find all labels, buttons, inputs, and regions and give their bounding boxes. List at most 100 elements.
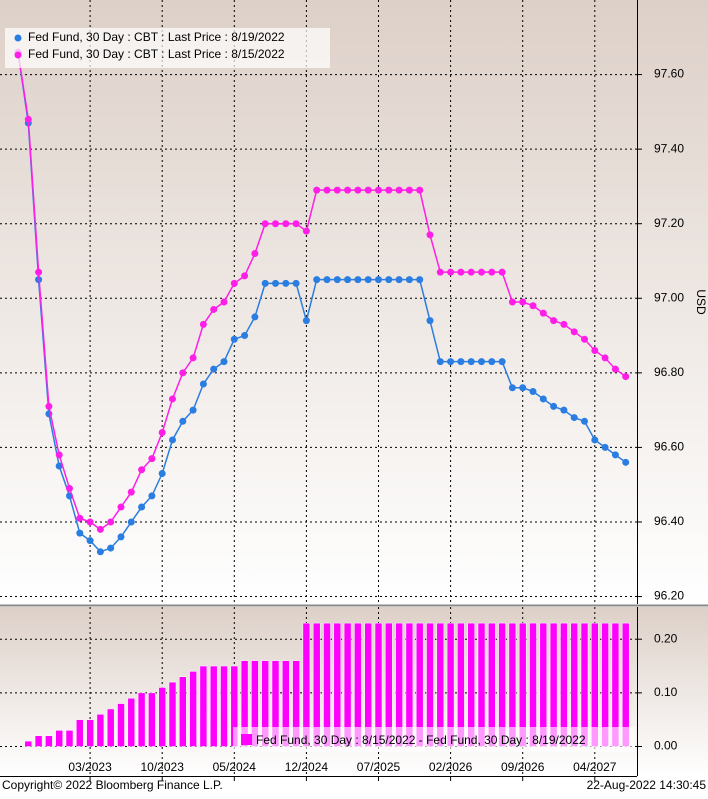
- point: [333, 186, 341, 194]
- point: [66, 484, 73, 492]
- point: [344, 186, 352, 194]
- bar: [55, 730, 63, 747]
- point: [581, 335, 588, 343]
- bar: [45, 735, 53, 747]
- point: [457, 358, 465, 366]
- bar: [179, 676, 187, 747]
- point: [261, 279, 269, 287]
- point: [117, 533, 125, 541]
- point: [302, 227, 310, 235]
- point: [416, 186, 424, 194]
- point: [488, 358, 496, 366]
- point: [76, 529, 84, 537]
- legend-label: Fed Fund, 30 Day : 8/15/2022 - Fed Fund,…: [256, 733, 586, 747]
- legend-box: [5, 28, 330, 68]
- x-tick-label: 02/2026: [429, 760, 473, 774]
- y-tick-label: 0.10: [654, 685, 678, 699]
- point: [179, 417, 187, 425]
- point: [107, 518, 115, 526]
- point: [241, 332, 249, 340]
- point: [519, 298, 527, 306]
- point: [189, 406, 197, 414]
- point: [467, 268, 475, 276]
- point: [24, 115, 32, 123]
- point: [405, 186, 413, 194]
- point: [416, 276, 424, 284]
- y-tick-label: 0.20: [654, 631, 678, 645]
- point: [272, 279, 279, 287]
- point: [138, 466, 146, 474]
- y-tick-label: 97.40: [654, 141, 684, 155]
- point: [107, 544, 115, 552]
- point: [148, 492, 156, 500]
- axis-label: USD: [694, 289, 708, 315]
- point: [323, 276, 331, 284]
- point: [385, 186, 393, 194]
- point: [354, 186, 362, 194]
- legend-marker: [14, 34, 22, 42]
- point: [45, 402, 53, 410]
- point: [323, 186, 331, 194]
- x-tick-label: 09/2026: [501, 760, 545, 774]
- point: [272, 220, 279, 228]
- legend-box: [233, 727, 635, 752]
- point: [333, 276, 341, 284]
- point: [529, 387, 537, 395]
- point: [158, 470, 166, 478]
- point: [148, 455, 156, 463]
- point: [570, 414, 578, 422]
- point: [282, 279, 290, 287]
- point: [498, 358, 506, 366]
- point: [395, 276, 403, 284]
- legend-marker: [241, 734, 252, 745]
- y-tick-label: 97.60: [654, 67, 684, 81]
- point: [508, 384, 516, 392]
- point: [251, 250, 259, 258]
- bar: [34, 735, 43, 747]
- point: [457, 268, 465, 276]
- bar: [209, 665, 218, 747]
- point: [354, 276, 362, 284]
- point: [179, 369, 187, 377]
- point: [86, 518, 94, 526]
- y-tick-label: 96.60: [654, 440, 684, 454]
- bar: [117, 703, 125, 747]
- point: [117, 503, 125, 511]
- point: [35, 268, 43, 276]
- point: [292, 220, 300, 228]
- x-tick-label: 12/2024: [285, 760, 329, 774]
- point: [529, 302, 537, 310]
- point: [375, 186, 382, 194]
- timestamp: 22-Aug-2022 14:30:45: [587, 778, 707, 792]
- point: [426, 231, 434, 239]
- point: [76, 514, 84, 522]
- y-tick-label: 96.40: [654, 514, 684, 528]
- point: [467, 358, 475, 366]
- point: [560, 406, 568, 414]
- point: [220, 358, 228, 366]
- bar: [96, 714, 105, 747]
- point: [447, 268, 455, 276]
- point: [313, 186, 321, 194]
- point: [210, 365, 218, 373]
- point: [570, 328, 578, 336]
- point: [539, 309, 547, 317]
- point: [601, 443, 609, 451]
- point: [169, 395, 176, 403]
- point: [436, 268, 444, 276]
- point: [426, 317, 434, 325]
- point: [550, 402, 558, 410]
- point: [498, 268, 506, 276]
- x-tick-label: 04/2027: [573, 760, 617, 774]
- y-tick-label: 0.00: [654, 739, 678, 753]
- bar: [148, 692, 156, 747]
- point: [127, 518, 135, 526]
- point: [488, 268, 496, 276]
- point: [395, 186, 403, 194]
- point: [189, 354, 197, 362]
- point: [591, 436, 599, 444]
- x-tick-label: 07/2025: [357, 760, 401, 774]
- y-tick-label: 96.80: [654, 365, 684, 379]
- legend-label: Fed Fund, 30 Day : CBT : Last Price : 8/…: [28, 30, 285, 44]
